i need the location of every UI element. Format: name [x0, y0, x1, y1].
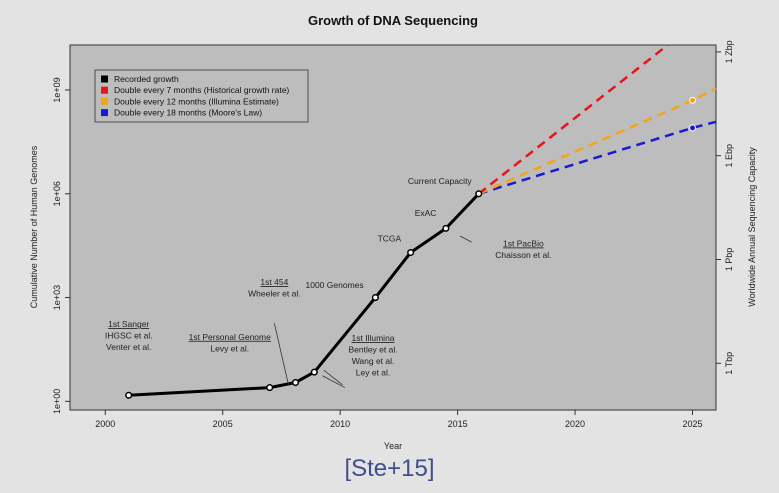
annotation-text: 1000 Genomes [306, 280, 364, 290]
x-axis-label: Year [384, 441, 402, 451]
y-tick-label: 1e+06 [52, 181, 62, 206]
y-tick-label: 1e+09 [52, 77, 62, 102]
annotation-text: Levy et al. [210, 343, 249, 353]
recorded-data-point [291, 378, 300, 387]
annotation-text: 1st Sanger [108, 319, 149, 329]
x-tick-label: 2010 [330, 419, 350, 429]
annotation-text: Venter et al. [106, 342, 151, 352]
y-tick-label: 1e+00 [52, 389, 62, 414]
series-line-0 [128, 192, 480, 397]
annotation-text: 1st PacBio [503, 238, 544, 248]
dna-sequencing-chart: Growth of DNA Sequencing 2000 2005 2010 201… [29, 13, 757, 451]
recorded-data-point [407, 248, 415, 257]
annotation-text: Current Capacity [408, 176, 473, 186]
y-axis-label: Cumulative Number of Human Genomes [29, 145, 39, 308]
annotation-text: Ley et al. [356, 368, 391, 378]
legend-swatch [101, 97, 108, 105]
legend-swatch [101, 86, 108, 94]
x-tick-label: 2005 [213, 419, 233, 429]
annotation-text: 1st Personal Genome [189, 332, 271, 342]
annotation-text: IHGSC et al. [105, 331, 153, 341]
annotation-text: ExAC [415, 208, 437, 218]
legend-swatch [101, 109, 108, 117]
y2-tick-label: 1 Tbp [724, 352, 734, 375]
projection-marker [689, 124, 697, 132]
annotation-text: Wang et al. [352, 356, 395, 366]
recorded-data-point [475, 190, 483, 198]
annotation-leader-line [273, 323, 289, 385]
chart-title: Growth of DNA Sequencing [308, 13, 478, 28]
legend-box [94, 69, 309, 123]
legend-entry: Double every 18 months (Moore's Law) [114, 108, 262, 118]
legend-entry: Double every 7 months (Historical growth… [114, 85, 289, 95]
recorded-data-point [371, 294, 379, 302]
annotation-text: Wheeler et al. [248, 289, 300, 299]
x-tick-label: 2000 [95, 419, 115, 429]
annotation-text: Chaisson et al. [495, 250, 551, 260]
x-tick-label: 2020 [565, 419, 585, 429]
legend-entry: Double every 12 months (Illumina Estimat… [114, 96, 279, 106]
recorded-data-point [310, 368, 318, 376]
x-tick-label: 2015 [448, 419, 468, 429]
legend-entry: Recorded growth [114, 74, 179, 84]
annotation-text: Bentley et al. [348, 345, 397, 355]
annotation-text: 1st Illumina [352, 333, 395, 343]
recorded-data-point [125, 391, 133, 399]
y2-tick-label: 1 Zbp [724, 40, 734, 63]
recorded-data-point [266, 384, 274, 392]
y2-tick-label: 1 Pbp [724, 248, 734, 272]
secondary-y-axis-label: Worldwide Annual Sequencing Capacity [747, 147, 757, 307]
series-line-1 [477, 45, 670, 195]
y2-tick-label: 1 Ebp [724, 144, 734, 168]
citation-text: [Ste+15] [344, 455, 435, 482]
y-tick-label: 1e+03 [52, 285, 62, 310]
annotation-leader-line [323, 369, 343, 386]
annotation-text: TCGA [378, 233, 402, 243]
recorded-data-point [442, 224, 450, 232]
annotation-leader-line [459, 235, 472, 243]
projection-marker [689, 96, 697, 104]
legend-swatch [101, 75, 108, 83]
annotation-leader-line [322, 375, 346, 388]
x-tick-label: 2025 [682, 419, 702, 429]
annotation-text: 1st 454 [260, 277, 288, 287]
